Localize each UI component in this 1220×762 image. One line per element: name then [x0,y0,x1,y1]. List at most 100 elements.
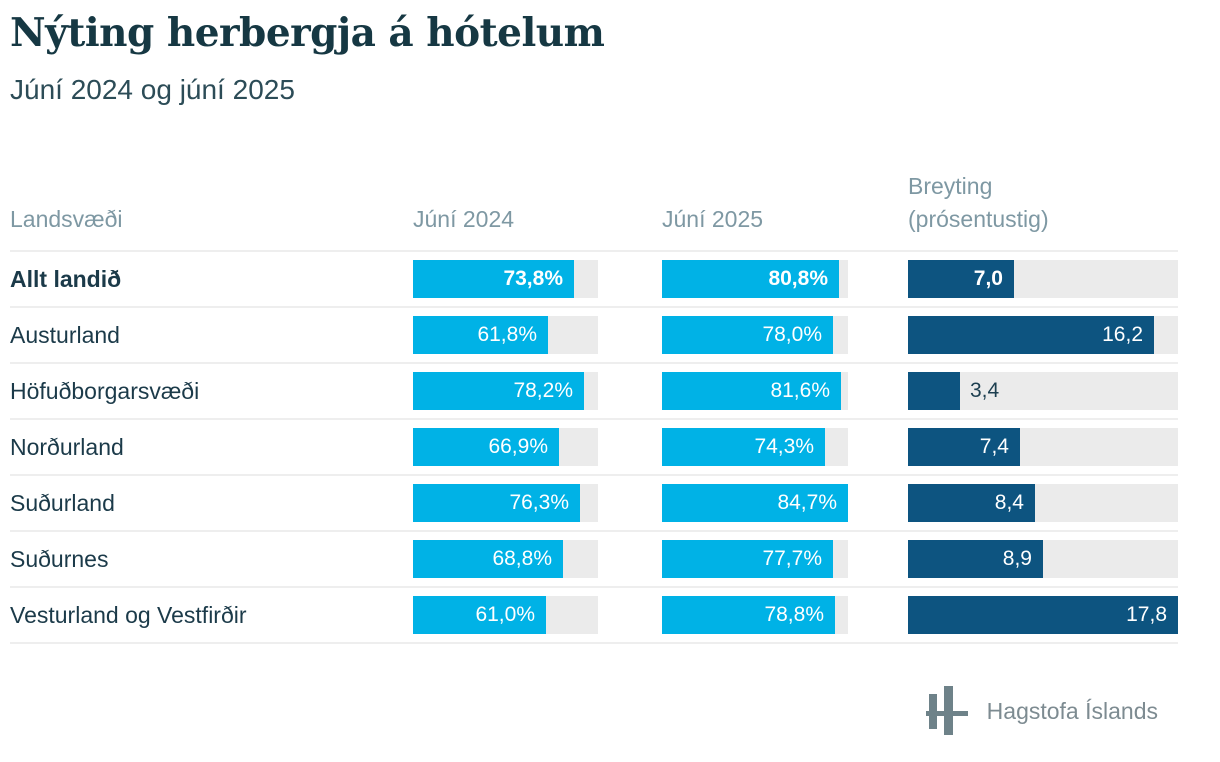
jun2025-bar-track: 84,7% [662,484,848,522]
bar-value-label: 78,2% [513,379,573,402]
page-title: Nýting herbergja á hótelum [10,10,605,56]
region-label: Suðurnes [10,545,109,572]
change-cell: 3,4 [908,372,1178,410]
header-change-line2: (prósentustig) [908,206,1049,232]
table-header-row: Landsvæði Júní 2024 Júní 2025 Breyting (… [10,156,1178,250]
jun2025-cell: 74,3% [662,428,908,466]
bar-value-label: 61,8% [477,323,537,346]
jun2025-bar [662,428,825,466]
header-region: Landsvæði [10,206,123,232]
jun2024-bar [413,316,548,354]
region-cell: Suðurnes [10,546,413,573]
jun2024-bar [413,596,546,634]
jun2025-cell: 81,6% [662,372,908,410]
table-row: Suðurland 76,3% 84,7% 8,4 [10,474,1178,530]
bar-value-label: 16,2 [1102,323,1143,346]
bar-value-label: 7,0 [973,267,1003,290]
bar-value-label: 84,7% [777,491,837,514]
bar-value-label: 8,4 [994,491,1024,514]
bar-value-label: 80,8% [768,267,828,290]
change-bar [908,540,1043,578]
jun2025-bar-track: 78,8% [662,596,848,634]
region-label: Austurland [10,321,120,348]
jun2025-bar-track: 80,8% [662,260,848,298]
bar-value-label: 61,0% [475,603,535,626]
jun2025-cell: 80,8% [662,260,908,298]
jun2025-bar-track: 78,0% [662,316,848,354]
bar-value-label: 78,0% [762,323,822,346]
change-bar-track: 7,0 [908,260,1178,298]
jun2024-bar-track: 78,2% [413,372,598,410]
org-name: Hagstofa Íslands [986,697,1158,724]
bar-value-label: 3,4 [970,379,1000,402]
region-cell: Allt landið [10,266,413,293]
change-cell: 7,0 [908,260,1178,298]
bar-value-label: 73,8% [503,267,563,290]
header-jun2024: Júní 2024 [413,206,515,232]
jun2024-cell: 78,2% [413,372,662,410]
jun2024-cell: 61,0% [413,596,662,634]
jun2025-bar [662,484,848,522]
table-row: Allt landið 73,8% 80,8% 7,0 [10,250,1178,306]
jun2024-bar-track: 61,8% [413,316,598,354]
table-body: Allt landið 73,8% 80,8% 7,0 Austurland [10,250,1178,642]
jun2025-bar [662,260,839,298]
jun2024-bar [413,540,563,578]
page-subtitle: Júní 2024 og júní 2025 [10,74,295,105]
jun2025-bar [662,540,833,578]
jun2024-cell: 73,8% [413,260,662,298]
change-bar-track: 7,4 [908,428,1178,466]
jun2024-bar [413,484,580,522]
change-bar [908,260,1014,298]
jun2024-bar-track: 61,0% [413,596,598,634]
change-bar-track: 8,9 [908,540,1178,578]
region-label: Norðurland [10,433,124,460]
jun2025-bar [662,596,835,634]
table-row: Vesturland og Vestfirðir 61,0% 78,8% 17,… [10,586,1178,642]
bar-value-label: 77,7% [762,547,822,570]
jun2024-cell: 66,9% [413,428,662,466]
jun2024-bar [413,260,574,298]
header-change-line1: Breyting [908,173,993,199]
header-change: Breyting (prósentustig) [908,170,1178,236]
jun2025-bar-track: 77,7% [662,540,848,578]
jun2024-bar-track: 66,9% [413,428,598,466]
jun2024-bar-track: 73,8% [413,260,598,298]
table-row: Austurland 61,8% 78,0% 16,2 [10,306,1178,362]
jun2025-bar [662,372,841,410]
region-cell: Vesturland og Vestfirðir [10,602,413,629]
page: Nýting herbergja á hótelum Júní 2024 og … [10,10,1178,740]
change-bar-track: 16,2 [908,316,1178,354]
change-bar [908,316,1154,354]
region-label: Suðurland [10,489,115,516]
region-cell: Austurland [10,322,413,349]
region-cell: Norðurland [10,434,413,461]
change-bar [908,596,1178,634]
jun2024-bar [413,428,559,466]
jun2024-bar-track: 68,8% [413,540,598,578]
jun2024-cell: 76,3% [413,484,662,522]
table-row: Höfuðborgarsvæði 78,2% 81,6% 3,4 [10,362,1178,418]
bar-value-label: 81,6% [770,379,830,402]
jun2025-cell: 78,0% [662,316,908,354]
change-bar-track: 17,8 [908,596,1178,634]
jun2024-cell: 61,8% [413,316,662,354]
jun2025-bar-track: 74,3% [662,428,848,466]
header-jun2025: Júní 2025 [662,206,764,232]
jun2025-bar-track: 81,6% [662,372,848,410]
table-row: Suðurnes 68,8% 77,7% 8,9 [10,530,1178,586]
bar-value-label: 78,8% [764,603,824,626]
change-bar-track: 3,4 [908,372,1178,410]
change-cell: 7,4 [908,428,1178,466]
hagstofa-logo-icon [923,682,971,740]
change-bar [908,372,960,410]
change-bar [908,428,1020,466]
jun2024-bar-track: 76,3% [413,484,598,522]
bar-value-label: 74,3% [754,435,814,458]
bar-value-label: 8,9 [1002,547,1032,570]
change-bar-track: 8,4 [908,484,1178,522]
region-label: Vesturland og Vestfirðir [10,601,247,628]
region-label: Allt landið [10,265,122,292]
bar-value-label: 17,8 [1126,603,1167,626]
table-row: Norðurland 66,9% 74,3% 7,4 [10,418,1178,474]
